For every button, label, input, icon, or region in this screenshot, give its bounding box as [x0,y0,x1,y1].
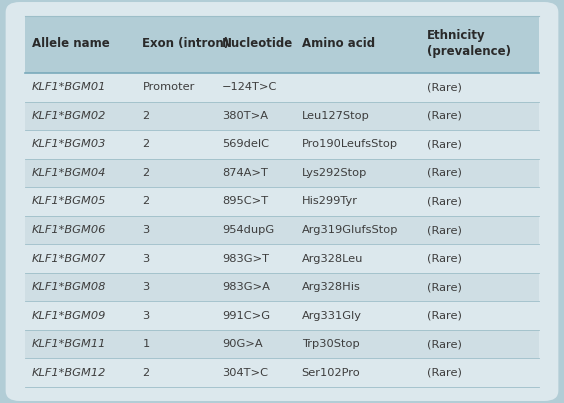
Text: (Rare): (Rare) [428,311,462,320]
Text: 983G>T: 983G>T [222,253,269,264]
Bar [25,102,539,130]
Text: 2: 2 [143,168,149,178]
Text: Ethnicity
(prevalence): Ethnicity (prevalence) [428,29,512,58]
Text: Trp30Stop: Trp30Stop [302,339,359,349]
Bar [25,159,539,187]
Text: 3: 3 [143,225,150,235]
Text: KLF1*BGM12: KLF1*BGM12 [32,368,107,378]
Text: 895C>T: 895C>T [222,197,268,206]
Text: Leu127Stop: Leu127Stop [302,111,369,121]
Text: Amino acid: Amino acid [302,37,374,50]
Text: 569delC: 569delC [222,139,269,150]
Text: 2: 2 [143,111,149,121]
Text: 2: 2 [143,368,149,378]
Bar [25,16,539,73]
Bar [25,330,539,358]
Text: 3: 3 [143,282,150,292]
Bar [25,73,539,102]
Text: 2: 2 [143,197,149,206]
Text: (Rare): (Rare) [428,111,462,121]
Text: KLF1*BGM02: KLF1*BGM02 [32,111,107,121]
Text: −124T>C: −124T>C [222,83,277,92]
Text: KLF1*BGM11: KLF1*BGM11 [32,339,107,349]
Text: 874A>T: 874A>T [222,168,268,178]
Text: (Rare): (Rare) [428,83,462,92]
Text: KLF1*BGM07: KLF1*BGM07 [32,253,107,264]
Text: Promoter: Promoter [143,83,195,92]
Bar [25,301,539,330]
Text: 3: 3 [143,311,150,320]
Bar [25,244,539,273]
Text: (Rare): (Rare) [428,168,462,178]
Text: (Rare): (Rare) [428,197,462,206]
FancyBboxPatch shape [6,2,558,401]
Bar [25,216,539,244]
Text: KLF1*BGM06: KLF1*BGM06 [32,225,107,235]
Text: His299Tyr: His299Tyr [302,197,358,206]
Text: 1: 1 [143,339,150,349]
Text: (Rare): (Rare) [428,339,462,349]
Text: KLF1*BGM09: KLF1*BGM09 [32,311,107,320]
Text: Pro190LeufsStop: Pro190LeufsStop [302,139,398,150]
Text: 380T>A: 380T>A [222,111,268,121]
Text: Exon (intron): Exon (intron) [143,37,230,50]
Text: Allele name: Allele name [32,37,110,50]
Text: KLF1*BGM08: KLF1*BGM08 [32,282,107,292]
Text: 991C>G: 991C>G [222,311,270,320]
Text: KLF1*BGM05: KLF1*BGM05 [32,197,107,206]
Text: (Rare): (Rare) [428,282,462,292]
Text: KLF1*BGM03: KLF1*BGM03 [32,139,107,150]
Text: 90G>A: 90G>A [222,339,263,349]
Text: Arg328Leu: Arg328Leu [302,253,363,264]
Bar [25,358,539,387]
Text: Arg331Gly: Arg331Gly [302,311,362,320]
Text: KLF1*BGM01: KLF1*BGM01 [32,83,107,92]
Text: (Rare): (Rare) [428,368,462,378]
Text: (Rare): (Rare) [428,253,462,264]
Bar [25,130,539,159]
Bar [25,187,539,216]
Bar [25,273,539,301]
Text: 3: 3 [143,253,150,264]
Text: Arg319GlufsStop: Arg319GlufsStop [302,225,398,235]
Text: 983G>A: 983G>A [222,282,270,292]
Text: Lys292Stop: Lys292Stop [302,168,367,178]
Text: Ser102Pro: Ser102Pro [302,368,360,378]
Text: (Rare): (Rare) [428,139,462,150]
Text: (Rare): (Rare) [428,225,462,235]
Text: 954dupG: 954dupG [222,225,274,235]
Text: KLF1*BGM04: KLF1*BGM04 [32,168,107,178]
Text: Nucleotide: Nucleotide [222,37,293,50]
Text: 304T>C: 304T>C [222,368,268,378]
Text: 2: 2 [143,139,149,150]
Text: Arg328His: Arg328His [302,282,360,292]
